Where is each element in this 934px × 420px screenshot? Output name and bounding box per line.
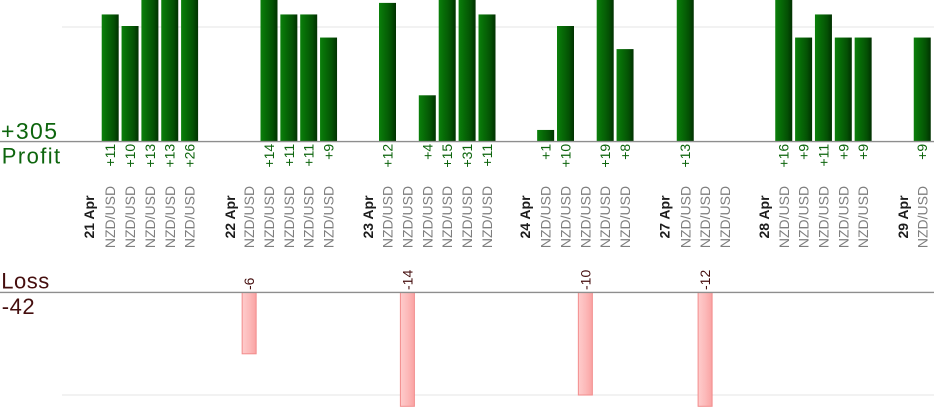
svg-text:-10: -10 (577, 270, 593, 290)
svg-text:+9: +9 (914, 144, 930, 160)
svg-text:NZD/USD: NZD/USD (241, 186, 257, 248)
svg-text:+11: +11 (479, 144, 495, 167)
svg-text:NZD/USD: NZD/USD (182, 186, 198, 248)
svg-text:NZD/USD: NZD/USD (142, 186, 158, 248)
svg-text:NZD/USD: NZD/USD (577, 186, 593, 248)
svg-text:NZD/USD: NZD/USD (261, 186, 277, 248)
svg-text:NZD/USD: NZD/USD (776, 186, 792, 248)
svg-text:+11: +11 (815, 144, 831, 167)
svg-text:NZD/USD: NZD/USD (697, 186, 713, 248)
svg-text:NZD/USD: NZD/USD (122, 186, 138, 248)
svg-text:+8: +8 (617, 144, 633, 160)
svg-text:NZD/USD: NZD/USD (102, 186, 118, 248)
svg-text:NZD/USD: NZD/USD (558, 186, 574, 248)
svg-text:NZD/USD: NZD/USD (835, 186, 851, 248)
svg-text:+9: +9 (855, 144, 871, 160)
svg-text:NZD/USD: NZD/USD (419, 186, 435, 248)
svg-text:NZD/USD: NZD/USD (439, 186, 455, 248)
svg-text:+9: +9 (796, 144, 812, 160)
svg-text:+10: +10 (558, 144, 574, 168)
svg-text:+26: +26 (182, 144, 198, 168)
svg-text:NZD/USD: NZD/USD (162, 186, 178, 248)
svg-text:NZD/USD: NZD/USD (796, 186, 812, 248)
svg-text:+1: +1 (538, 144, 554, 160)
svg-text:NZD/USD: NZD/USD (399, 186, 415, 248)
svg-text:+11: +11 (301, 144, 317, 167)
svg-text:22 Apr: 22 Apr (222, 195, 238, 239)
svg-text:+4: +4 (419, 144, 435, 160)
svg-text:+12: +12 (380, 144, 396, 168)
svg-text:+10: +10 (122, 144, 138, 168)
svg-text:+13: +13 (162, 144, 178, 168)
svg-text:28 Apr: 28 Apr (756, 195, 772, 239)
svg-text:NZD/USD: NZD/USD (538, 186, 554, 248)
svg-text:NZD/USD: NZD/USD (677, 186, 693, 248)
svg-text:Profit: Profit (2, 143, 62, 168)
svg-text:23 Apr: 23 Apr (360, 195, 376, 239)
svg-text:NZD/USD: NZD/USD (717, 186, 733, 248)
svg-text:+9: +9 (321, 144, 337, 160)
svg-text:NZD/USD: NZD/USD (281, 186, 297, 248)
svg-text:NZD/USD: NZD/USD (597, 186, 613, 248)
svg-text:-14: -14 (399, 270, 415, 290)
svg-text:+16: +16 (776, 144, 792, 168)
svg-text:Loss: Loss (1, 269, 49, 294)
svg-text:27 Apr: 27 Apr (657, 195, 673, 239)
svg-text:29 Apr: 29 Apr (895, 195, 911, 239)
svg-text:+305: +305 (1, 118, 58, 144)
svg-text:NZD/USD: NZD/USD (914, 186, 930, 248)
svg-text:+14: +14 (261, 144, 277, 168)
svg-text:+13: +13 (677, 144, 693, 168)
svg-text:NZD/USD: NZD/USD (321, 186, 337, 248)
svg-text:-6: -6 (241, 277, 257, 290)
svg-text:+31: +31 (459, 144, 475, 168)
svg-text:+19: +19 (597, 144, 613, 168)
svg-text:NZD/USD: NZD/USD (459, 186, 475, 248)
svg-text:+13: +13 (142, 144, 158, 168)
svg-text:+15: +15 (439, 144, 455, 168)
svg-text:NZD/USD: NZD/USD (301, 186, 317, 248)
svg-text:NZD/USD: NZD/USD (380, 186, 396, 248)
svg-text:-42: -42 (2, 294, 35, 319)
svg-text:NZD/USD: NZD/USD (815, 186, 831, 248)
svg-text:+11: +11 (102, 144, 118, 167)
svg-text:NZD/USD: NZD/USD (479, 186, 495, 248)
svg-text:+9: +9 (835, 144, 851, 160)
svg-text:+11: +11 (281, 144, 297, 167)
svg-text:NZD/USD: NZD/USD (617, 186, 633, 248)
svg-text:24 Apr: 24 Apr (517, 195, 533, 239)
svg-text:NZD/USD: NZD/USD (855, 186, 871, 248)
svg-text:-12: -12 (697, 270, 713, 290)
svg-text:21 Apr: 21 Apr (81, 195, 97, 239)
